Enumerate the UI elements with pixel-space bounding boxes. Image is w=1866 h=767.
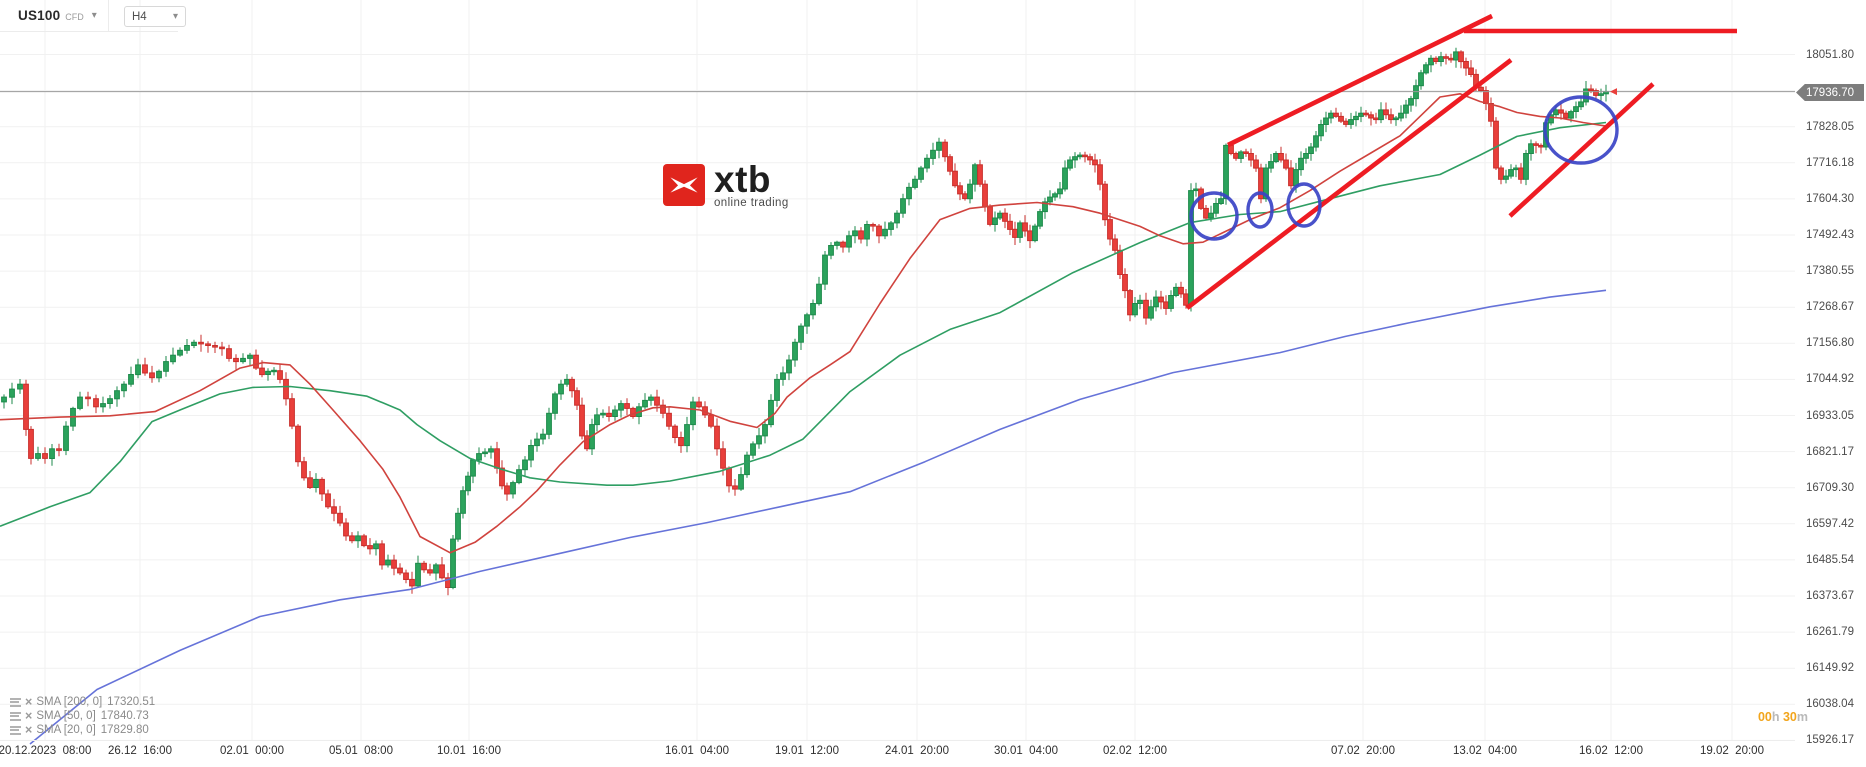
countdown-hours: 00 (1757, 710, 1772, 724)
price-axis-label: 16261.79 (1806, 626, 1854, 639)
brand-tagline: online trading (714, 197, 789, 210)
indicator-value: 17320.51 (107, 696, 156, 708)
price-axis-label: 16709.30 (1806, 481, 1854, 494)
time-axis-label: 16.01 04:00 (665, 745, 729, 757)
sma-line (0, 93, 1607, 554)
circle-annotations[interactable] (1189, 95, 1619, 241)
grid-lines (0, 0, 1795, 741)
instrument-type-label: CFD (65, 11, 84, 22)
price-axis-label: 17268.67 (1806, 301, 1854, 314)
indicator-settings-icon[interactable] (10, 697, 21, 707)
time-axis-label: 10.01 16:00 (437, 745, 501, 757)
timeframe-selector[interactable]: H4 ▾ (124, 6, 186, 27)
price-axis-label: 18051.80 (1806, 48, 1854, 61)
topbar-underline (0, 31, 178, 32)
time-axis-label: 19.01 12:00 (775, 745, 839, 757)
time-axis-label: 20.12.2023 08:00 (0, 745, 92, 757)
price-axis-label: 16597.42 (1806, 517, 1854, 530)
price-axis-label: 16149.92 (1806, 662, 1854, 675)
countdown-hours-unit: h (1771, 710, 1780, 724)
indicator-label: SMA [50, 0] (36, 710, 96, 722)
time-axis-label: 13.02 04:00 (1453, 745, 1517, 757)
indicator-label: SMA [20, 0] (36, 724, 96, 736)
trendline-drawings[interactable] (1185, 13, 1737, 310)
price-axis-label: 17716.18 (1806, 156, 1854, 169)
current-bar-marker (1610, 88, 1617, 96)
chevron-down-icon: ▾ (172, 11, 178, 22)
time-axis-label: 24.01 20:00 (885, 745, 949, 757)
price-axis-label: 16038.04 (1806, 698, 1854, 711)
remove-indicator-icon[interactable]: × (25, 709, 33, 723)
xtb-watermark: xtb online trading (663, 159, 789, 210)
price-axis-label: 17156.80 (1806, 337, 1854, 350)
topbar-divider (108, 0, 109, 31)
legend-row-sma20: × SMA [20, 0] 17829.80 (10, 723, 155, 737)
price-axis-label: 16485.54 (1806, 553, 1854, 566)
indicator-value: 17829.80 (100, 724, 149, 736)
current-price-badge: 17936.70 (1796, 84, 1864, 101)
time-axis-border (0, 740, 1795, 741)
time-axis-label: 07.02 20:00 (1331, 745, 1395, 757)
indicator-legend: × SMA [200, 0] 17320.51 × SMA [50, 0] 17… (10, 695, 155, 737)
countdown-minutes-unit: m (1796, 710, 1808, 724)
timeframe-value: H4 (132, 10, 147, 23)
price-axis-label: 17492.43 (1806, 229, 1854, 241)
indicator-label: SMA [200, 0] (36, 696, 103, 708)
time-axis-label: 02.02 12:00 (1103, 745, 1167, 757)
time-axis-label: 19.02 20:00 (1700, 745, 1764, 757)
price-axis-label: 17604.30 (1806, 192, 1854, 205)
price-axis-label: 15926.17 (1806, 734, 1854, 747)
remove-indicator-icon[interactable]: × (25, 723, 33, 737)
candle-countdown: 00h 30m (1700, 710, 1808, 724)
countdown-minutes: 30 (1779, 710, 1797, 724)
price-axis-label: 17828.05 (1806, 120, 1854, 133)
price-axis-label: 16373.67 (1806, 590, 1854, 602)
time-axis-label: 26.12 16:00 (108, 745, 172, 757)
brand-name: xtb (714, 159, 771, 200)
xtb-logo-icon (663, 164, 705, 206)
sma-line (0, 121, 1607, 527)
symbol-selector[interactable]: US100 CFD ▾ (18, 8, 97, 23)
time-axis-label: 05.01 08:00 (329, 745, 393, 757)
indicator-settings-icon[interactable] (10, 711, 21, 721)
candles (1, 47, 1609, 596)
sma-line (29, 289, 1607, 745)
indicator-value: 17840.73 (100, 710, 149, 722)
time-axis-label: 30.01 04:00 (994, 745, 1058, 757)
symbol-name: US100 (18, 8, 61, 23)
time-axis-label: 02.01 00:00 (220, 745, 284, 757)
price-axis-label: 16821.17 (1806, 445, 1854, 458)
price-axis-label: 16933.05 (1806, 409, 1854, 422)
legend-row-sma50: × SMA [50, 0] 17840.73 (10, 709, 155, 723)
price-axis-label: 17380.55 (1806, 265, 1854, 278)
remove-indicator-icon[interactable]: × (25, 695, 33, 709)
chevron-down-icon: ▾ (91, 10, 97, 21)
legend-row-sma200: × SMA [200, 0] 17320.51 (10, 695, 155, 709)
time-axis-label: 16.02 12:00 (1579, 745, 1643, 757)
price-axis-label: 17044.92 (1806, 373, 1854, 386)
indicator-settings-icon[interactable] (10, 725, 21, 735)
